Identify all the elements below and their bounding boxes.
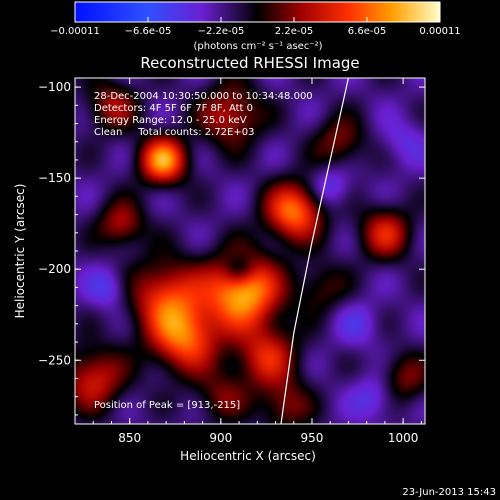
- y-axis-title: Heliocentric Y (arcsec): [13, 184, 27, 319]
- y-tick-label: −100: [38, 80, 71, 94]
- colorbar-unit-label: (photons cm⁻² s⁻¹ asec⁻²): [193, 41, 322, 52]
- colorbar-tick-label: −6.6e-05: [125, 26, 172, 37]
- peak-position-label: Position of Peak = [913,-215]: [94, 400, 240, 411]
- annotation-time-range: 28-Dec-2004 10:30:50.000 to 10:34:48.000: [94, 91, 313, 102]
- colorbar-tick-label: 6.6e-05: [348, 26, 386, 37]
- x-axis-ticks: 850 900 950 1000: [92, 78, 422, 445]
- colorbar-ticks: −0.00011 −6.6e-05 −2.2e-05 2.2e-05 6.6e-05 0.…: [50, 17, 461, 37]
- x-tick-label: 1000: [388, 431, 419, 445]
- solar-limb-line: [280, 78, 349, 424]
- colorbar-tick-label: 0.00011: [419, 26, 460, 37]
- colorbar-tick-label: −0.00011: [50, 26, 100, 37]
- y-axis-ticks: −100 −150 −200 −250: [38, 80, 425, 416]
- colorbar-gradient: [74, 1, 441, 23]
- colorbar-tick-label: −2.2e-05: [198, 26, 245, 37]
- colorbar: −0.00011 −6.6e-05 −2.2e-05 2.2e-05 6.6e-05 0.…: [50, 1, 461, 52]
- y-tick-label: −200: [38, 262, 71, 276]
- annotation-clean-counts: Clean Total counts: 2.72E+03: [94, 127, 254, 138]
- y-tick-label: −150: [38, 171, 71, 185]
- x-tick-label: 950: [301, 431, 324, 445]
- x-tick-label: 900: [209, 431, 232, 445]
- colorbar-tick-label: 2.2e-05: [275, 26, 313, 37]
- x-tick-label: 850: [118, 431, 141, 445]
- x-axis-title: Heliocentric X (arcsec): [180, 449, 316, 463]
- annotation-energy-range: Energy Range: 12.0 - 25.0 keV: [94, 115, 247, 126]
- chart-title: Reconstructed RHESSI Image: [140, 54, 359, 72]
- y-tick-label: −250: [38, 353, 71, 367]
- annotation-detectors: Detectors: 4F 5F 6F 7F 8F, Att 0: [94, 103, 253, 114]
- heatmap-image: [75, 78, 425, 424]
- footer-timestamp: 23-Jun-2013 15:43: [402, 487, 496, 498]
- annotation-block: 28-Dec-2004 10:30:50.000 to 10:34:48.000…: [94, 91, 313, 138]
